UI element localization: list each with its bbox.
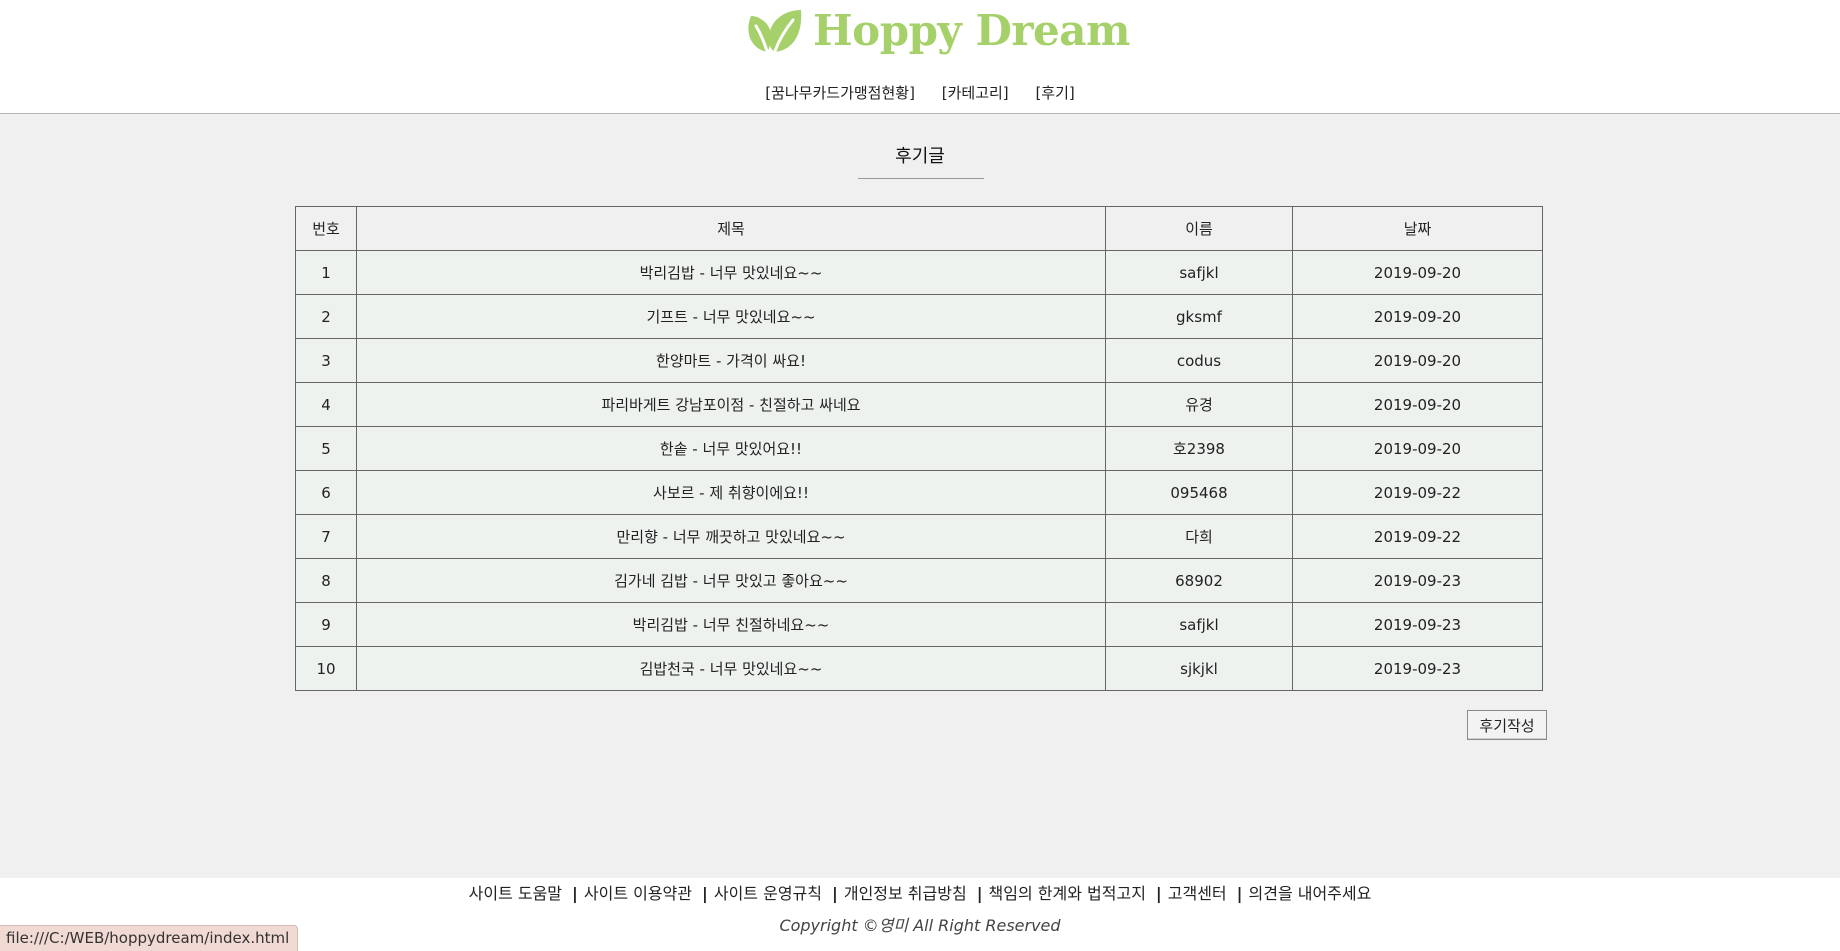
row-date: 2019-09-20: [1292, 338, 1543, 383]
row-number: 9: [295, 602, 357, 647]
footer-separator: |: [1155, 884, 1162, 903]
leaf-logo-icon: [743, 6, 805, 56]
footer-separator: |: [702, 884, 708, 903]
row-date: 2019-09-20: [1292, 294, 1543, 339]
table-row[interactable]: 3 한양마트 - 가격이 싸요! codus 2019-09-20: [295, 338, 1543, 383]
table-header-row: 번호 제목 이름 날짜: [295, 206, 1543, 251]
footer-link-rules[interactable]: 사이트 운영규칙: [713, 884, 822, 903]
footer-link-feedback[interactable]: 의견을 내어주세요: [1248, 884, 1372, 903]
row-date: 2019-09-22: [1292, 514, 1543, 559]
row-date: 2019-09-20: [1292, 382, 1543, 427]
footer-link-support[interactable]: 고객센터: [1167, 884, 1227, 903]
row-title[interactable]: 사보르 - 제 취향이에요!!: [356, 470, 1106, 515]
site-logo[interactable]: Hoppy Dream: [743, 6, 1130, 56]
page-title: 후기글: [895, 146, 945, 167]
table-row[interactable]: 6 사보르 - 제 취향이에요!! 095468 2019-09-22: [295, 470, 1543, 515]
row-date: 2019-09-20: [1292, 250, 1543, 295]
table-row[interactable]: 2 기프트 - 너무 맛있네요~~ gksmf 2019-09-20: [295, 294, 1543, 339]
row-number: 7: [295, 514, 357, 559]
row-title[interactable]: 한솥 - 너무 맛있어요!!: [356, 426, 1106, 471]
logo-text: Hoppy Dream: [813, 6, 1130, 55]
table-row[interactable]: 7 만리향 - 너무 깨끗하고 맛있네요~~ 다희 2019-09-22: [295, 514, 1543, 559]
row-title[interactable]: 기프트 - 너무 맛있네요~~: [356, 294, 1106, 339]
footer-link-legal[interactable]: 책임의 한계와 법적고지: [988, 884, 1146, 903]
footer-link-terms[interactable]: 사이트 이용약관: [583, 884, 693, 903]
footer-separator: |: [976, 884, 983, 903]
row-title[interactable]: 한양마트 - 가격이 싸요!: [356, 338, 1106, 383]
row-name: 68902: [1105, 558, 1293, 603]
row-title[interactable]: 박리김밥 - 너무 친절하네요~~: [356, 602, 1106, 647]
row-number: 1: [295, 250, 357, 295]
table-row[interactable]: 9 박리김밥 - 너무 친절하네요~~ safjkl 2019-09-23: [295, 602, 1543, 647]
row-date: 2019-09-23: [1292, 602, 1543, 647]
row-number: 8: [295, 558, 357, 603]
table-row[interactable]: 10 김밥천국 - 너무 맛있네요~~ sjkjkl 2019-09-23: [295, 646, 1543, 691]
nav-category[interactable]: 카테고리: [942, 82, 1009, 103]
row-name: 다희: [1105, 514, 1293, 559]
browser-status-bar: file:///C:/WEB/hoppydream/index.html: [0, 925, 299, 951]
nav-review[interactable]: 후기: [1035, 82, 1074, 103]
row-name: safjkl: [1105, 602, 1293, 647]
row-number: 2: [295, 294, 357, 339]
row-number: 5: [295, 426, 357, 471]
site-header: Hoppy Dream 꿈나무카드가맹점현황 카테고리 후기: [0, 0, 1840, 113]
row-date: 2019-09-20: [1292, 426, 1543, 471]
footer-link-help[interactable]: 사이트 도움말: [468, 884, 563, 903]
copyright-text: Copyright ©영미 All Right Reserved: [779, 916, 1061, 935]
row-number: 3: [295, 338, 357, 383]
nav-store-status[interactable]: 꿈나무카드가맹점현황: [765, 82, 915, 103]
row-title[interactable]: 김밥천국 - 너무 맛있네요~~: [356, 646, 1106, 691]
row-number: 10: [295, 646, 357, 691]
main-nav: 꿈나무카드가맹점현황 카테고리 후기: [0, 82, 1840, 103]
row-date: 2019-09-22: [1292, 470, 1543, 515]
column-header-number: 번호: [295, 206, 357, 251]
footer-link-privacy[interactable]: 개인정보 취급방침: [843, 884, 967, 903]
row-title[interactable]: 파리바게트 강남포이점 - 친절하고 싸네요: [356, 382, 1106, 427]
review-table: 번호 제목 이름 날짜 1 박리김밥 - 너무 맛있네요~~ safjkl 20…: [295, 206, 1543, 691]
write-review-button[interactable]: 후기작성: [1467, 710, 1547, 740]
row-name: gksmf: [1105, 294, 1293, 339]
main-content: 후기글 번호 제목 이름 날짜 1 박리김밥 - 너무 맛있네요~~ safjk…: [0, 113, 1840, 879]
row-name: sjkjkl: [1105, 646, 1293, 691]
title-divider: [858, 178, 984, 179]
site-footer: 사이트 도움말 | 사이트 이용약관 | 사이트 운영규칙 | 개인정보 취급방침 | 책임의 …: [0, 878, 1840, 950]
table-row[interactable]: 1 박리김밥 - 너무 맛있네요~~ safjkl 2019-09-20: [295, 250, 1543, 295]
row-title[interactable]: 만리향 - 너무 깨끗하고 맛있네요~~: [356, 514, 1106, 559]
row-number: 4: [295, 382, 357, 427]
row-date: 2019-09-23: [1292, 558, 1543, 603]
row-name: codus: [1105, 338, 1293, 383]
column-header-title: 제목: [356, 206, 1106, 251]
row-name: 095468: [1105, 470, 1293, 515]
footer-separator: |: [832, 884, 838, 903]
footer-links: 사이트 도움말 | 사이트 이용약관 | 사이트 운영규칙 | 개인정보 취급방침 | 책임의 …: [0, 880, 1840, 904]
row-name: safjkl: [1105, 250, 1293, 295]
row-number: 6: [295, 470, 357, 515]
footer-separator: |: [1236, 884, 1243, 903]
column-header-date: 날짜: [1292, 206, 1543, 251]
row-date: 2019-09-23: [1292, 646, 1543, 691]
table-row[interactable]: 8 김가네 김밥 - 너무 맛있고 좋아요~~ 68902 2019-09-23: [295, 558, 1543, 603]
table-row[interactable]: 4 파리바게트 강남포이점 - 친절하고 싸네요 유경 2019-09-20: [295, 382, 1543, 427]
column-header-name: 이름: [1105, 206, 1293, 251]
row-title[interactable]: 박리김밥 - 너무 맛있네요~~: [356, 250, 1106, 295]
row-name: 유경: [1105, 382, 1293, 427]
row-title[interactable]: 김가네 김밥 - 너무 맛있고 좋아요~~: [356, 558, 1106, 603]
footer-separator: |: [572, 884, 578, 903]
row-name: 호2398: [1105, 426, 1293, 471]
table-row[interactable]: 5 한솥 - 너무 맛있어요!! 호2398 2019-09-20: [295, 426, 1543, 471]
